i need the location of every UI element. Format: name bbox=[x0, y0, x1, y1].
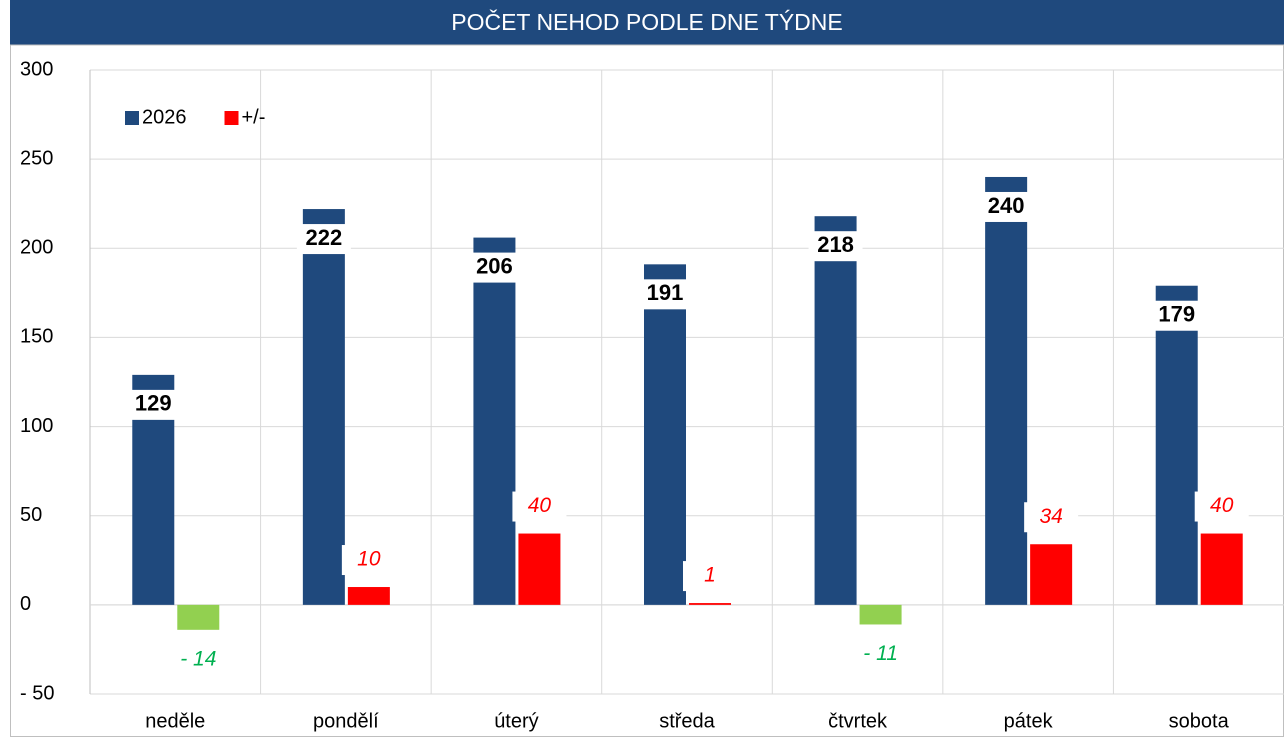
bar bbox=[347, 587, 390, 605]
x-tick-label: úterý bbox=[494, 710, 538, 732]
legend-swatch bbox=[224, 111, 239, 125]
label-background bbox=[126, 389, 181, 420]
data-label: 40 bbox=[528, 494, 552, 517]
label-background bbox=[979, 191, 1034, 222]
data-label: 240 bbox=[988, 193, 1025, 218]
label-background bbox=[683, 561, 737, 592]
data-label: - 11 bbox=[863, 642, 898, 665]
y-tick-label: 150 bbox=[20, 326, 53, 348]
label-background bbox=[638, 279, 692, 310]
y-tick-label: 100 bbox=[20, 415, 53, 437]
x-tick-label: sobota bbox=[1169, 710, 1230, 732]
label-background bbox=[296, 224, 351, 255]
label-background bbox=[1024, 502, 1079, 533]
data-label: 1 bbox=[704, 564, 716, 587]
data-label: 129 bbox=[135, 391, 172, 416]
y-tick-label: 200 bbox=[20, 237, 53, 259]
label-background bbox=[1194, 491, 1249, 522]
label-background bbox=[853, 639, 908, 670]
x-tick-label: čtvrtek bbox=[828, 710, 888, 732]
bar bbox=[1155, 285, 1198, 605]
label-background bbox=[808, 231, 863, 262]
bar bbox=[689, 603, 731, 605]
label-background bbox=[171, 644, 226, 675]
y-tick-label: 250 bbox=[20, 147, 53, 169]
title-bar bbox=[10, 0, 1284, 45]
label-background bbox=[467, 252, 522, 283]
data-label: 191 bbox=[647, 280, 684, 305]
bar bbox=[518, 533, 561, 605]
label-background bbox=[1149, 300, 1204, 331]
data-label: 206 bbox=[476, 253, 513, 278]
x-tick-label: neděle bbox=[145, 710, 205, 732]
label-background bbox=[341, 545, 396, 576]
bar bbox=[1200, 533, 1243, 605]
data-label: 40 bbox=[1210, 494, 1234, 517]
legend-label: 2026 bbox=[142, 106, 187, 128]
x-tick-label: pátek bbox=[1004, 710, 1054, 732]
bar bbox=[302, 209, 345, 605]
legend-label: +/- bbox=[242, 106, 266, 128]
bar bbox=[859, 604, 902, 625]
x-tick-label: středa bbox=[659, 710, 715, 732]
bar bbox=[814, 216, 857, 605]
y-tick-label: - 50 bbox=[20, 682, 54, 704]
y-tick-label: 300 bbox=[20, 58, 53, 80]
data-label: 34 bbox=[1039, 505, 1062, 528]
label-background bbox=[512, 491, 567, 522]
bar bbox=[1030, 544, 1073, 605]
data-label: 222 bbox=[305, 225, 342, 250]
bar bbox=[177, 604, 220, 630]
chart-title: POČET NEHOD PODLE DNE TÝDNE bbox=[451, 8, 843, 35]
y-tick-label: 50 bbox=[20, 504, 42, 526]
bar bbox=[473, 237, 516, 605]
bar bbox=[644, 264, 686, 605]
x-tick-label: pondělí bbox=[313, 710, 379, 732]
bar bbox=[985, 176, 1028, 605]
data-label: - 14 bbox=[180, 647, 216, 670]
y-tick-label: 0 bbox=[20, 593, 31, 615]
data-label: 218 bbox=[817, 232, 854, 257]
data-label: 179 bbox=[1158, 302, 1195, 327]
data-label: 10 bbox=[357, 548, 381, 571]
legend-swatch bbox=[125, 111, 139, 125]
